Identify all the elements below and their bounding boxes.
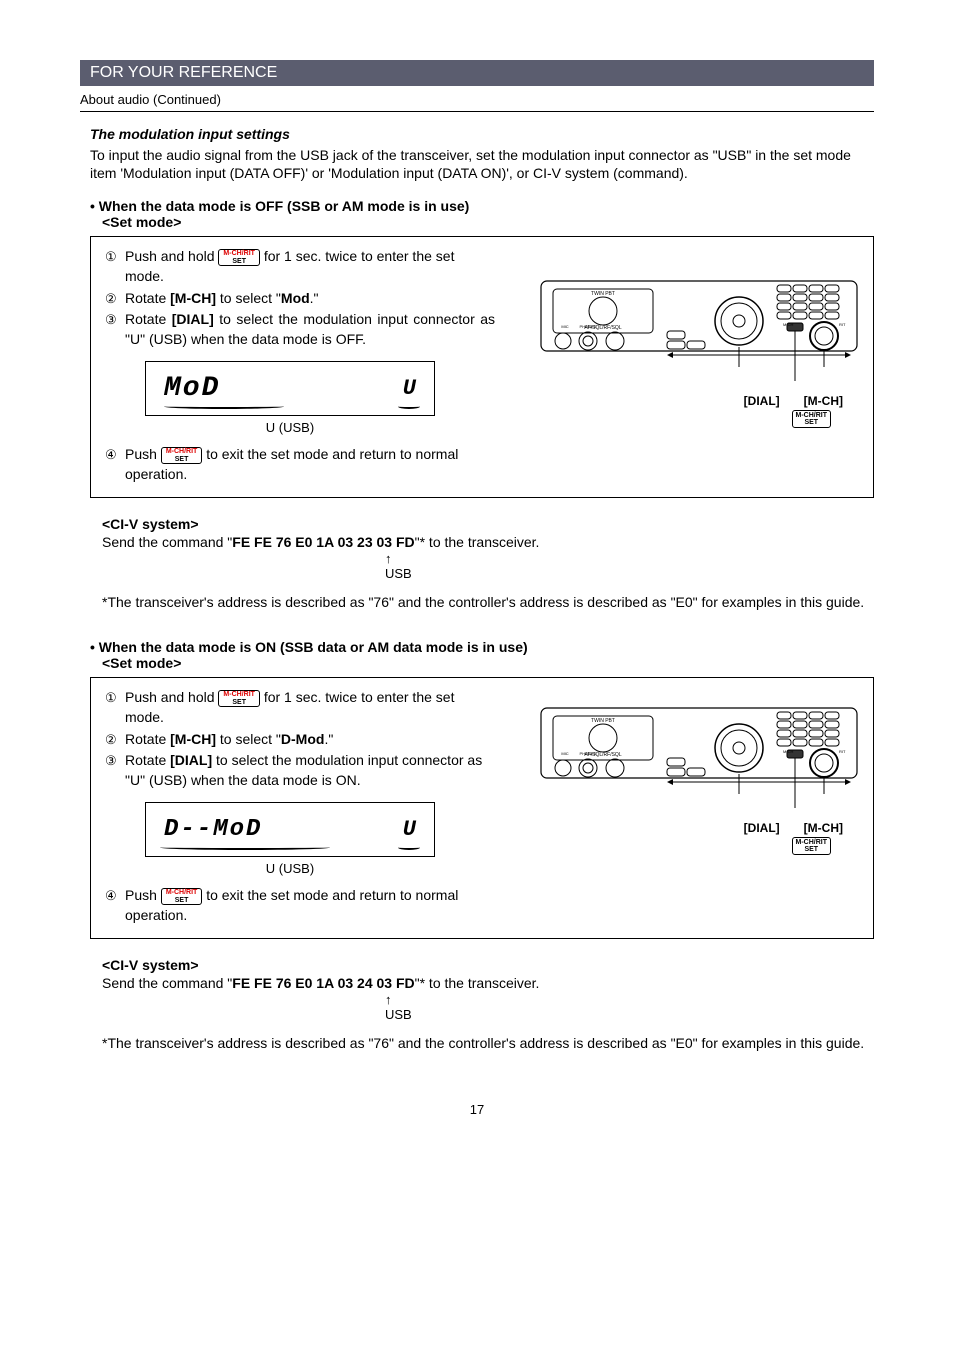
on-usb-callout: ↑USB [385, 992, 874, 1022]
text: Rotate [125, 311, 172, 327]
text: [DIAL] [172, 311, 214, 327]
on-civ-command: Send the command "FE FE 76 E0 1A 03 24 0… [102, 973, 874, 994]
text: Push and hold [125, 248, 215, 264]
mchrit-set-key-icon: M-CH/RITSET [161, 888, 203, 905]
lcd-text-left: D--MoD [164, 816, 262, 843]
text: "* to the transceiver. [415, 534, 540, 550]
text: Rotate [125, 731, 170, 747]
text: FE FE 76 E0 1A 03 23 03 FD [232, 534, 414, 550]
text: to select " [216, 731, 281, 747]
on-procedure-box: ① Push and hold M-CH/RITSET for 1 sec. t… [90, 677, 874, 938]
svg-text:RIT: RIT [839, 322, 846, 327]
text: Rotate [125, 290, 170, 306]
text: [M-CH] [170, 731, 216, 747]
svg-text:M-CH: M-CH [783, 322, 794, 327]
text: D-Mod [281, 731, 325, 747]
on-step-1: ① Push and hold M-CH/RITSET for 1 sec. t… [105, 688, 495, 727]
divider [80, 111, 874, 112]
text: to select " [216, 290, 281, 306]
section-header: FOR YOUR REFERENCE [80, 60, 874, 86]
off-setmode-label: <Set mode> [102, 214, 874, 230]
off-civ-command: Send the command "FE FE 76 E0 1A 03 23 0… [102, 532, 874, 553]
off-step-2: ② Rotate [M-CH] to select "Mod." [105, 289, 495, 309]
off-panel-illustration: TWIN PBT AF/SQL/RF/SQL PHONES MIC M-CHRI… [539, 271, 859, 428]
off-usb-callout: ↑USB [385, 551, 874, 581]
off-lcd-display: MoD U [145, 361, 435, 416]
off-lcd-caption: U (USB) [145, 420, 435, 435]
continued-label: About audio (Continued) [80, 92, 874, 107]
svg-text:M-CH: M-CH [783, 749, 794, 754]
text: [M-CH] [170, 290, 216, 306]
on-civ-heading: <CI-V system> [102, 957, 874, 973]
on-setmode-label: <Set mode> [102, 655, 874, 671]
on-step-2: ② Rotate [M-CH] to select "D-Mod." [105, 730, 495, 750]
mchrit-set-key-icon: M-CH/RITSET [218, 249, 260, 266]
on-footnote: *The transceiver's address is described … [102, 1034, 874, 1053]
text: Send the command " [102, 534, 232, 550]
on-step-4: ④ Push M-CH/RITSET to exit the set mode … [105, 886, 495, 925]
svg-text:PHONES: PHONES [580, 751, 597, 756]
lcd-text-left: MoD [164, 373, 220, 404]
text: Push and hold [125, 689, 215, 705]
on-lcd-caption: U (USB) [145, 861, 435, 876]
on-panel-illustration: TWIN PBT AF/SQL/RF/SQL PHONES MIC M-CHRI… [539, 698, 859, 855]
svg-text:MIC: MIC [561, 751, 568, 756]
transceiver-panel-icon: TWIN PBT AF/SQL/RF/SQL PHONES MIC M-CHRI… [539, 271, 859, 391]
svg-text:MIC: MIC [561, 324, 568, 329]
text: Rotate [125, 752, 170, 768]
off-step-1: ① Push and hold M-CH/RITSET for 1 sec. t… [105, 247, 495, 286]
page-number: 17 [80, 1102, 874, 1117]
off-step-4: ④ Push M-CH/RITSET to exit the set mode … [105, 445, 495, 484]
transceiver-panel-icon: TWIN PBT AF/SQL/RF/SQL PHONES MIC M-CHRI… [539, 698, 859, 818]
on-step-3: ③ Rotate [DIAL] to select the modulation… [105, 751, 495, 790]
text: [DIAL] [170, 752, 212, 768]
off-civ-heading: <CI-V system> [102, 516, 874, 532]
text: "* to the transceiver. [415, 975, 540, 991]
mch-label: [M-CH] [804, 821, 843, 835]
svg-text:RIT: RIT [839, 749, 846, 754]
section-intro: To input the audio signal from the USB j… [90, 146, 874, 182]
svg-text:TWIN PBT: TWIN PBT [591, 291, 615, 297]
text: FE FE 76 E0 1A 03 24 03 FD [232, 975, 414, 991]
svg-text:TWIN PBT: TWIN PBT [591, 718, 615, 724]
lcd-text-right: U [403, 817, 416, 842]
on-heading: • When the data mode is ON (SSB data or … [90, 639, 874, 655]
mchrit-set-key-icon: M-CH/RITSET [218, 690, 260, 707]
text: ." [324, 731, 333, 747]
text: Send the command " [102, 975, 232, 991]
off-heading: • When the data mode is OFF (SSB or AM m… [90, 198, 874, 214]
dial-label: [DIAL] [744, 821, 780, 835]
on-lcd-display: D--MoD U [145, 802, 435, 857]
text: Push [125, 446, 157, 462]
mch-label: [M-CH] [804, 394, 843, 408]
mchrit-set-key-icon: M-CH/RITSET [792, 410, 832, 428]
svg-text:PHONES: PHONES [580, 324, 597, 329]
mchrit-set-key-icon: M-CH/RITSET [792, 837, 832, 855]
off-step-3: ③ Rotate [DIAL] to select the modulation… [105, 310, 495, 349]
off-procedure-box: ① Push and hold M-CH/RITSET for 1 sec. t… [90, 236, 874, 497]
text: Mod [281, 290, 310, 306]
dial-label: [DIAL] [744, 394, 780, 408]
subsection-title: The modulation input settings [90, 126, 874, 142]
text: ." [310, 290, 319, 306]
off-footnote: *The transceiver's address is described … [102, 593, 874, 612]
mchrit-set-key-icon: M-CH/RITSET [161, 447, 203, 464]
text: Push [125, 887, 157, 903]
lcd-text-right: U [403, 376, 416, 401]
